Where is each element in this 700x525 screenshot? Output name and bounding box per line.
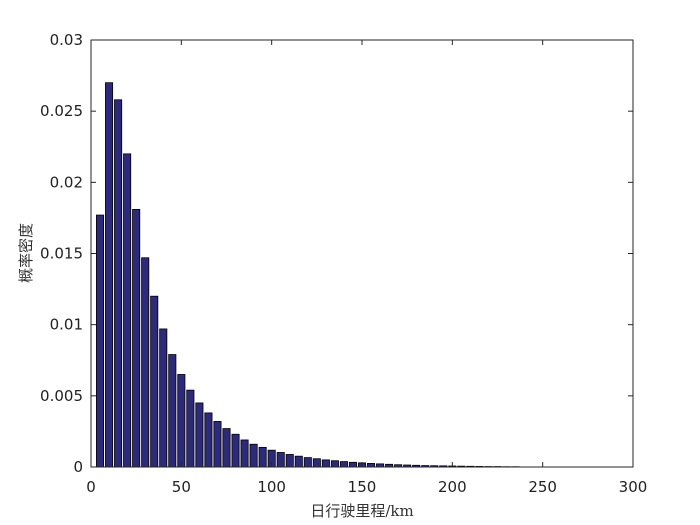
- bar-45: [168, 354, 177, 468]
- bar-135: [330, 460, 339, 468]
- y-tick-label-6: 0.03: [50, 31, 83, 49]
- bar-80: [231, 433, 240, 468]
- bar-115: [294, 455, 303, 468]
- bar-35: [150, 295, 159, 468]
- bar-50: [177, 374, 186, 468]
- y-tick-label-5: 0.025: [40, 102, 83, 120]
- x-tick-label-250: 250: [528, 478, 557, 496]
- bar-85: [240, 439, 249, 468]
- x-axis-label: 日行驶里程/km: [310, 502, 413, 520]
- x-tick-label-200: 200: [438, 478, 467, 496]
- bar-140: [339, 461, 348, 468]
- y-tick-label-1: 0.005: [40, 387, 83, 405]
- bar-10: [105, 82, 114, 468]
- bar-5: [96, 214, 105, 468]
- bar-130: [321, 459, 330, 468]
- bar-25: [132, 208, 141, 468]
- bar-145: [348, 461, 357, 468]
- x-tick-label-300: 300: [619, 478, 648, 496]
- bar-30: [141, 257, 150, 468]
- bar-110: [285, 454, 294, 468]
- ticks-group: 0 50 100 150 200 250 300 0 0.005 0.01 0.015 0.02 0.0…: [40, 31, 647, 496]
- bar-155: [367, 463, 376, 468]
- y-tick-label-2: 0.01: [50, 316, 83, 334]
- bar-90: [249, 443, 258, 468]
- y-tick-label-0: 0: [73, 458, 83, 476]
- bar-15: [114, 99, 123, 468]
- bar-70: [213, 421, 222, 468]
- bar-95: [258, 446, 267, 468]
- bar-120: [303, 457, 312, 468]
- x-tick-label-0: 0: [86, 478, 96, 496]
- bar-65: [204, 412, 213, 468]
- y-axis-label: 概率密度: [17, 223, 35, 283]
- bar-55: [186, 389, 195, 468]
- bar-20: [123, 153, 132, 468]
- y-tick-label-3: 0.015: [40, 245, 83, 263]
- x-tick-label-150: 150: [348, 478, 377, 496]
- bar-125: [312, 458, 321, 468]
- bar-75: [222, 428, 231, 468]
- bar-40: [159, 328, 168, 468]
- x-tick-label-50: 50: [172, 478, 191, 496]
- bar-105: [276, 452, 285, 468]
- plot-frame: [90, 39, 634, 468]
- bar-60: [195, 402, 204, 468]
- x-tick-label-100: 100: [257, 478, 286, 496]
- y-tick-label-4: 0.02: [50, 173, 83, 191]
